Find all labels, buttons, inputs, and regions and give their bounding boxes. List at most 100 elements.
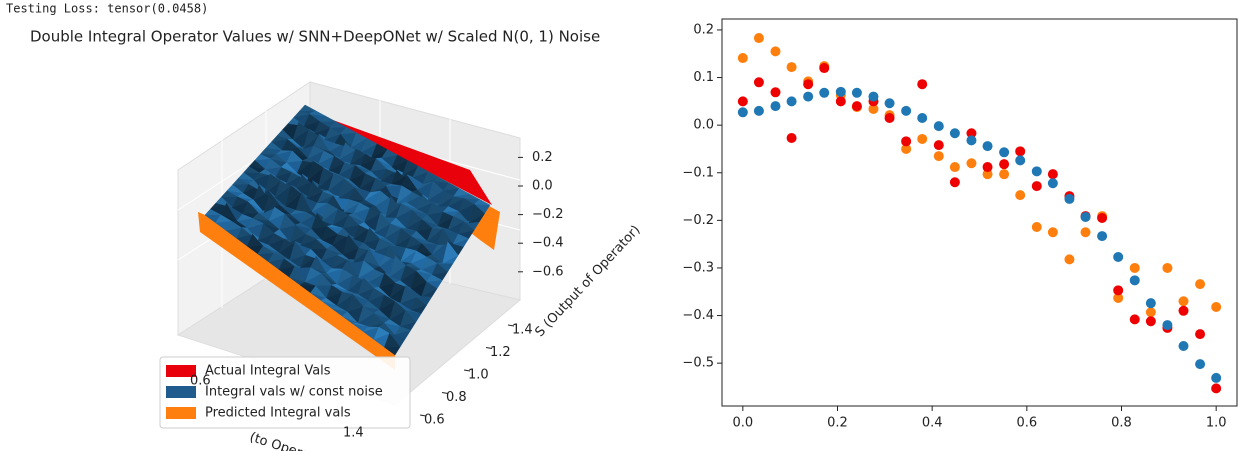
scatter-point [1129,314,1140,325]
z-tick-label: 0.0 [532,179,553,194]
scatter-point [1080,227,1091,238]
scatter-point [1162,262,1173,273]
y-tick-label: 1.4 [512,323,533,338]
scatter-point [917,113,928,124]
scatter-point [737,107,748,118]
scatter-point [737,96,748,107]
y-tick-label: 0.0 [693,118,714,133]
scatter-point [786,96,797,107]
y-tick [419,414,427,417]
scatter-point [1064,254,1075,265]
scatter-point [1031,166,1042,177]
legend-swatch [166,407,196,419]
x-tick-label: 0.6 [1016,416,1037,431]
surface-facet [319,115,336,122]
x-tick-label: 0.4 [922,416,943,431]
y-tick [441,392,449,394]
scatter-point [1211,301,1222,312]
legend-label: Actual Integral Vals [205,364,331,379]
legend-swatch [166,365,196,377]
scatter-point [949,128,960,139]
surface-facet [298,104,317,112]
y-tick [507,324,515,327]
legend: Actual Integral Vals Integral vals w/ con… [159,356,411,429]
scatter-point [1178,296,1189,307]
scatter-point [949,162,960,173]
scatter-point [966,158,977,169]
surface-facet [401,160,419,176]
scatter-point [1113,292,1124,303]
scatter-point [933,140,944,151]
scatter-point [753,33,764,44]
scatter-point [1145,307,1156,318]
scatter-point [786,62,797,73]
scatter-point [917,79,928,90]
scatter-point [753,77,764,88]
scatter-point [1031,222,1042,233]
scatter-point [901,143,912,154]
scatter-point [1097,212,1108,223]
scatter-point [999,169,1010,180]
scatter-point [1113,252,1124,263]
chart-title: Double Integral Operator Values w/ SNN+D… [30,28,600,46]
legend-swatch [166,386,196,398]
y-tick-label: −0.1 [682,165,714,180]
plot-frame [721,18,1238,407]
surface-facet [432,176,450,184]
scatter-point [1145,298,1156,309]
scatter-point [1015,146,1026,157]
x-tick-label: 1.4 [343,426,364,441]
x-tick-label: 0.2 [827,416,848,431]
scatter-point [982,162,993,173]
y-tick-label: 0.6 [424,413,445,428]
scatter-point [819,63,830,74]
surface-facet [360,137,378,153]
scatter-point [851,87,862,98]
z-tick-label: −0.6 [532,264,564,279]
surface-facet [340,126,358,135]
x-axis-label: (to Operator) [248,430,334,451]
surface-facet [308,110,326,117]
scatter-point [1178,305,1189,316]
scatter-point [1195,329,1206,340]
surface-facet [391,154,409,168]
y-tick-label: −0.3 [682,260,714,275]
surface-facet [443,182,460,191]
z-tick-label: 0.2 [532,150,553,165]
y-tick-label: 1.0 [468,368,489,383]
scatter-point [835,86,846,97]
scatter-point [1211,383,1222,394]
scatter-point [868,91,879,102]
scatter-point [819,87,830,98]
surface-facet [412,165,429,178]
surface [198,104,500,370]
scatter-point [803,79,814,90]
scatter-point [1211,372,1222,383]
x-tick-label: 1.0 [1206,416,1227,431]
scatter-point [1047,227,1058,238]
scatter-point [1113,285,1124,296]
scatter-point [982,141,993,152]
scatter-point [901,136,912,147]
scatter-point [753,105,764,116]
scatter-point [884,113,895,124]
y-tick [485,347,493,349]
scatter-point [851,101,862,112]
scatter-point [1145,316,1156,327]
surface-facet [422,171,440,185]
legend-label: Integral vals w/ const noise [205,385,383,400]
scatter-point [770,87,781,98]
scatter-point [1178,341,1189,352]
scatter-point [1195,359,1206,370]
legend-label: Predicted Integral vals [205,406,351,421]
y-tick-label: 0.1 [693,70,714,85]
y-tick-label: −0.2 [682,213,714,228]
surface-facet [463,193,480,200]
scatter-point [999,147,1010,158]
y-tick-label: 0.2 [693,22,714,37]
y-tick [463,369,471,372]
scatter-point [1031,181,1042,192]
scatter-point [1047,169,1058,180]
